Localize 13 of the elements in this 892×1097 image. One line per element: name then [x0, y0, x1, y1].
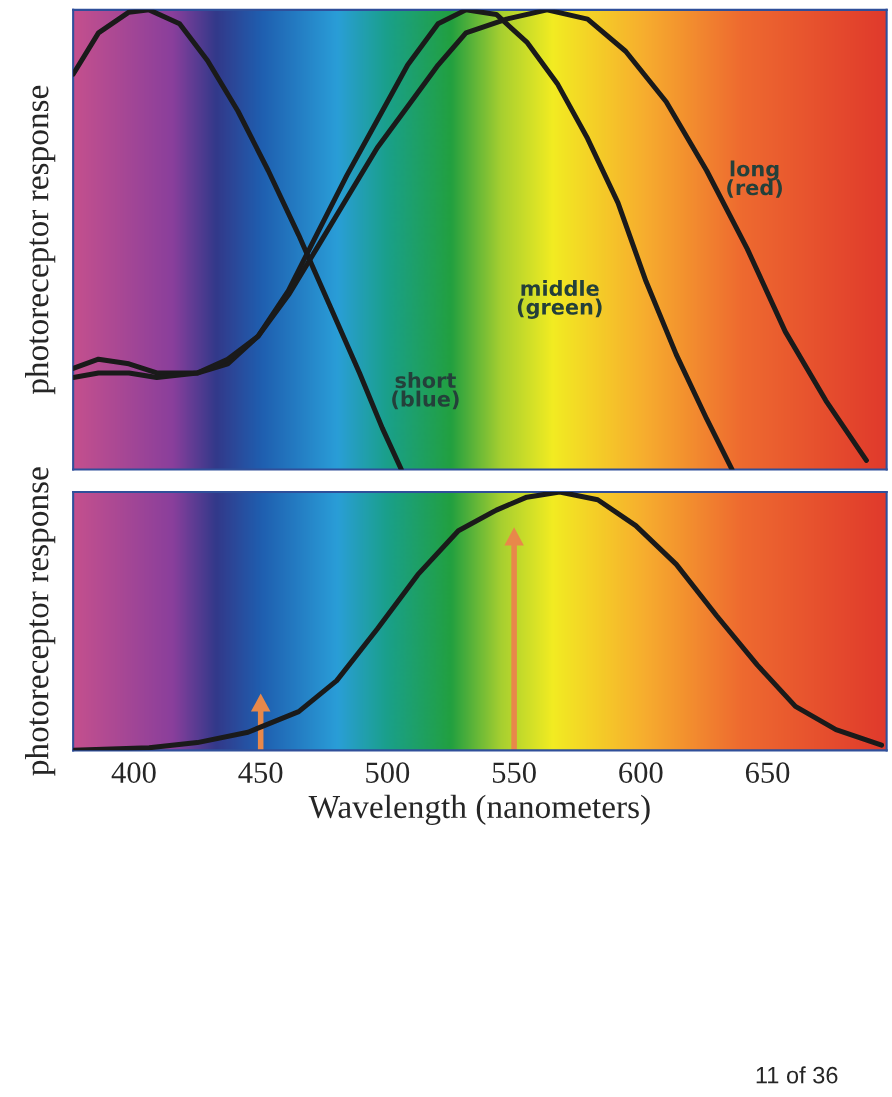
x-tick-label: 650	[745, 762, 790, 783]
x-tick-label: 500	[366, 762, 410, 783]
y-axis-title: photoreceptor response	[25, 85, 56, 395]
x-tick-label: 550	[492, 762, 536, 783]
series-label: middle (green)	[517, 280, 602, 319]
x-tick-label: 600	[619, 762, 663, 783]
x-tick-label: 400	[111, 762, 156, 783]
series-label: long (red)	[727, 160, 782, 198]
x-axis-title: Wavelength (nanometers)	[308, 794, 650, 826]
y-axis-title: photoreceptor response	[25, 467, 56, 776]
x-tick-label: 450	[238, 762, 283, 783]
text: 11 of 36	[756, 1066, 838, 1084]
series-label: short (blue)	[392, 372, 459, 410]
